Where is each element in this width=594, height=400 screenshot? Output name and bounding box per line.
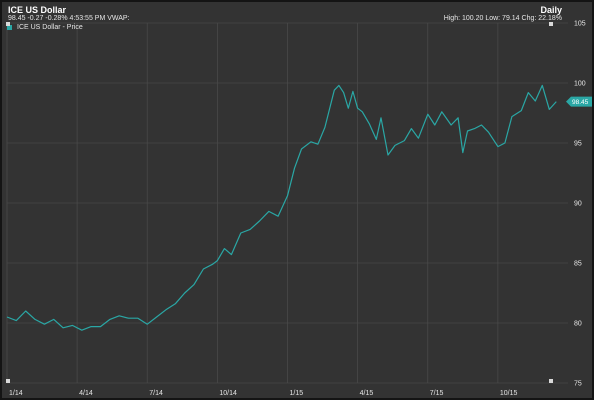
x-tick-label: 4/14 xyxy=(79,390,93,397)
x-tick-label: 1/15 xyxy=(290,390,304,397)
x-tick-label: 4/15 xyxy=(360,390,374,397)
x-tick-label: 7/14 xyxy=(149,390,163,397)
x-tick-label: 1/14 xyxy=(9,390,23,397)
y-tick-label: 75 xyxy=(574,381,582,388)
top-right-handle[interactable] xyxy=(549,22,553,26)
last-price-label: 98.45 xyxy=(572,99,589,106)
last-price-tag-shape xyxy=(566,96,592,107)
interval-label[interactable]: Daily xyxy=(540,5,562,15)
grid-layer xyxy=(6,22,568,384)
y-tick-label: 100 xyxy=(574,81,586,88)
y-tick-label: 90 xyxy=(574,201,582,208)
x-tick-label: 7/15 xyxy=(430,390,444,397)
y-axis: 75 80 85 90 95 100 105 xyxy=(574,21,586,388)
bottom-right-handle[interactable] xyxy=(549,379,553,383)
x-axis: 1/14 4/14 7/14 10/14 1/15 4/15 7/15 10/15 xyxy=(9,390,517,397)
y-tick-label: 105 xyxy=(574,21,586,28)
x-tick-label: 10/15 xyxy=(500,390,518,397)
legend[interactable]: ICE US Dollar - Price xyxy=(7,24,83,31)
range-stats: High: 100.20 Low: 79.14 Chg: 22.18% xyxy=(443,15,562,22)
chart-title: ICE US Dollar xyxy=(8,5,67,15)
x-tick-label: 10/14 xyxy=(219,390,237,397)
top-left-handle[interactable] xyxy=(6,22,10,26)
last-price-tag: 98.45 xyxy=(566,96,592,107)
quote-info: 98.45 -0.27 -0.28% 4:53:55 PM VWAP: xyxy=(8,15,130,22)
price-series-line xyxy=(6,84,557,331)
bottom-left-handle[interactable] xyxy=(6,379,10,383)
y-tick-label: 85 xyxy=(574,261,582,268)
legend-label: ICE US Dollar - Price xyxy=(17,24,83,31)
legend-swatch xyxy=(7,25,12,30)
y-tick-label: 80 xyxy=(574,321,582,328)
y-tick-label: 95 xyxy=(574,141,582,148)
